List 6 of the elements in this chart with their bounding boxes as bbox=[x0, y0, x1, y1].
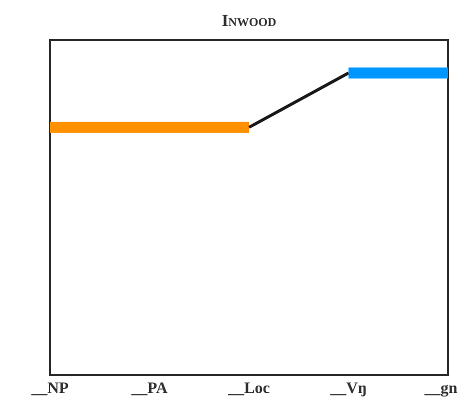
x-tick-label: __Vŋ bbox=[329, 380, 367, 397]
x-tick-label: __Loc bbox=[227, 380, 270, 397]
chart-title: Inwood bbox=[222, 11, 277, 30]
x-tick-label: __PA bbox=[130, 380, 168, 397]
x-tick-label: __gn bbox=[424, 380, 458, 397]
x-tick-label: __NP bbox=[30, 380, 69, 397]
